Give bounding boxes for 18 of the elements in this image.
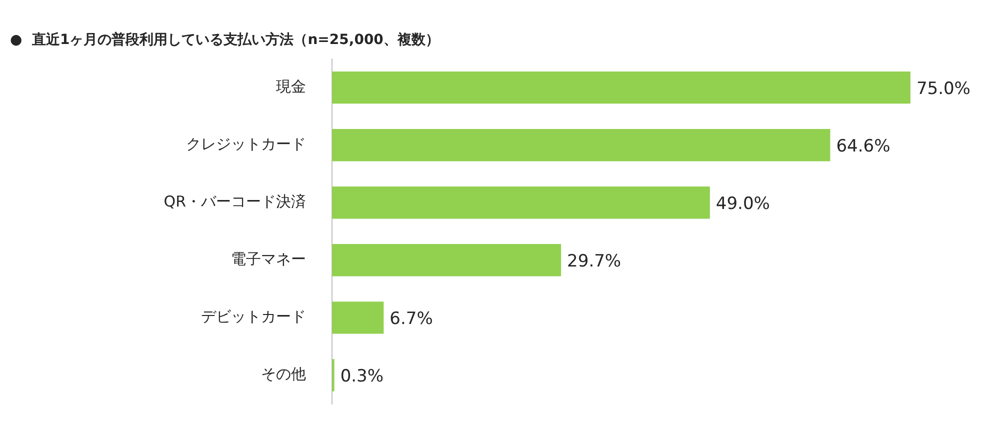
bar: [332, 71, 910, 104]
data-label: 49.0%: [716, 194, 770, 214]
data-label: 29.7%: [567, 252, 622, 272]
y-tick-label: その他: [261, 365, 306, 384]
bar: [332, 302, 384, 334]
y-tick-label: クレジットカード: [186, 134, 306, 153]
chart-title: ● 直近1ヶ月の普段利用している支払い方法（n=25,000、複数）: [10, 31, 440, 48]
data-label: 75.0%: [916, 78, 970, 99]
bar: [332, 128, 830, 162]
bar: [332, 186, 710, 219]
bar: [332, 244, 562, 276]
data-label: 64.6%: [836, 136, 890, 157]
data-label: 0.3%: [340, 366, 384, 387]
y-tick-label: QR・バーコード決済: [164, 192, 306, 211]
data-label: 6.7%: [390, 309, 433, 330]
y-tick-label: デビットカード: [201, 308, 306, 326]
y-tick-label: 電子マネー: [231, 250, 306, 268]
y-tick-label: 現金: [276, 77, 306, 96]
